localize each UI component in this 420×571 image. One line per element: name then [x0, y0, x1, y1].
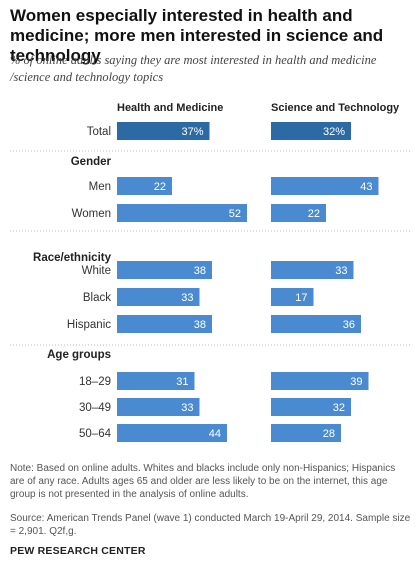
bar-health-and-medicine-hispanic [117, 315, 212, 333]
data-label-health-and-medicine-hispanic: 38 [194, 319, 206, 331]
category-label-white: White [82, 265, 111, 277]
data-label-science-and-technology-18-29: 39 [350, 376, 362, 388]
category-label-total: Total [87, 126, 111, 138]
bar-science-and-technology-black [271, 288, 314, 306]
bar-health-and-medicine-30-49 [117, 398, 200, 416]
bar-health-and-medicine-white [117, 261, 212, 279]
data-label-health-and-medicine-18-29: 31 [176, 376, 188, 388]
bar-science-and-technology-30-49 [271, 398, 351, 416]
category-label-30-49: 30–49 [79, 402, 111, 414]
chart-note: Note: Based on online adults. Whites and… [10, 463, 396, 500]
data-label-science-and-technology-hispanic: 36 [343, 319, 355, 331]
category-label-18-29: 18–29 [79, 376, 111, 388]
bar-chart: Health and Medicine Science and Technolog… [10, 102, 412, 442]
bar-health-and-medicine-women [117, 204, 247, 222]
series-header-health-and-medicine: Health and Medicine [117, 102, 223, 114]
data-label-science-and-technology-women: 22 [308, 208, 320, 220]
data-label-science-and-technology-men: 43 [360, 181, 372, 193]
bar-science-and-technology-50-64 [271, 424, 341, 442]
category-label-men: Men [89, 181, 111, 193]
bar-science-and-technology-men [271, 177, 379, 195]
data-label-science-and-technology-50-64: 28 [323, 428, 335, 440]
chart-title: Women especially interested in health an… [10, 6, 384, 65]
bar-science-and-technology-18-29 [271, 372, 369, 390]
data-label-science-and-technology-total: 32% [323, 126, 345, 138]
bar-science-and-technology-total [271, 122, 351, 140]
bar-health-and-medicine-total [117, 122, 210, 140]
data-label-health-and-medicine-30-49: 33 [181, 402, 193, 414]
data-label-health-and-medicine-50-64: 44 [209, 428, 221, 440]
bar-health-and-medicine-50-64 [117, 424, 227, 442]
data-label-health-and-medicine-men: 22 [154, 181, 166, 193]
pew-research-center-logo: PEW RESEARCH CENTER [10, 545, 146, 557]
bar-science-and-technology-white [271, 261, 354, 279]
data-label-health-and-medicine-women: 52 [229, 208, 241, 220]
category-label-50-64: 50–64 [79, 428, 112, 440]
data-label-health-and-medicine-black: 33 [181, 292, 193, 304]
category-label-hispanic: Hispanic [67, 319, 111, 331]
bar-health-and-medicine-men [117, 177, 172, 195]
data-label-science-and-technology-30-49: 32 [333, 402, 345, 414]
bar-science-and-technology-women [271, 204, 326, 222]
chart-source: Source: American Trends Panel (wave 1) c… [10, 513, 411, 537]
category-label-black: Black [83, 292, 111, 304]
bar-science-and-technology-hispanic [271, 315, 361, 333]
data-label-science-and-technology-white: 33 [335, 265, 347, 277]
bar-health-and-medicine-18-29 [117, 372, 195, 390]
chart-subtitle: % of online adults saying they are most … [10, 53, 377, 84]
group-header-gender: Gender [71, 156, 112, 168]
bar-health-and-medicine-black [117, 288, 200, 306]
data-label-health-and-medicine-total: 37% [181, 126, 203, 138]
data-label-science-and-technology-black: 17 [295, 292, 307, 304]
group-header-race-ethnicity: Race/ethnicity [33, 252, 112, 264]
category-label-women: Women [72, 208, 111, 220]
group-header-age-groups: Age groups [47, 349, 111, 361]
series-header-science-and-technology: Science and Technology [271, 102, 400, 114]
data-label-health-and-medicine-white: 38 [194, 265, 206, 277]
